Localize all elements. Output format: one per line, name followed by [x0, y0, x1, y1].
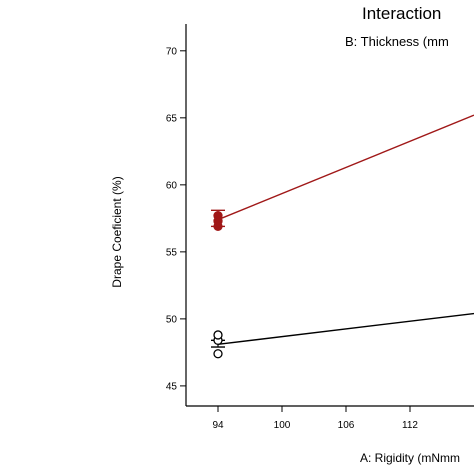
series-0 — [211, 114, 474, 232]
x-tick-label: 100 — [274, 420, 291, 431]
x-tick-label: 106 — [338, 420, 355, 431]
data-point — [213, 330, 223, 340]
y-tick-label: 70 — [166, 46, 178, 57]
data-point — [213, 349, 223, 359]
y-tick-label: 50 — [166, 314, 178, 325]
series-1 — [211, 312, 474, 359]
y-tick-label: 65 — [166, 113, 178, 124]
x-tick-label: 112 — [402, 420, 418, 431]
x-axis-label: A: Rigidity (mNmm — [360, 451, 460, 465]
series-layer — [211, 114, 474, 359]
y-tick-label: 60 — [166, 180, 178, 191]
legend-title: B: Thickness (mm — [345, 34, 449, 49]
chart-title: Interaction — [362, 4, 441, 23]
series-line — [217, 114, 474, 221]
series-line — [217, 312, 474, 346]
x-tick-label: 94 — [212, 420, 224, 431]
y-tick-label: 45 — [166, 381, 178, 392]
y-tick-label: 55 — [166, 247, 178, 258]
y-axis-label: Drape Coeficient (%) — [110, 176, 124, 287]
axes: 70 65 60 55 50 45 94 100 106 112 — [166, 24, 474, 431]
data-point — [213, 211, 223, 221]
